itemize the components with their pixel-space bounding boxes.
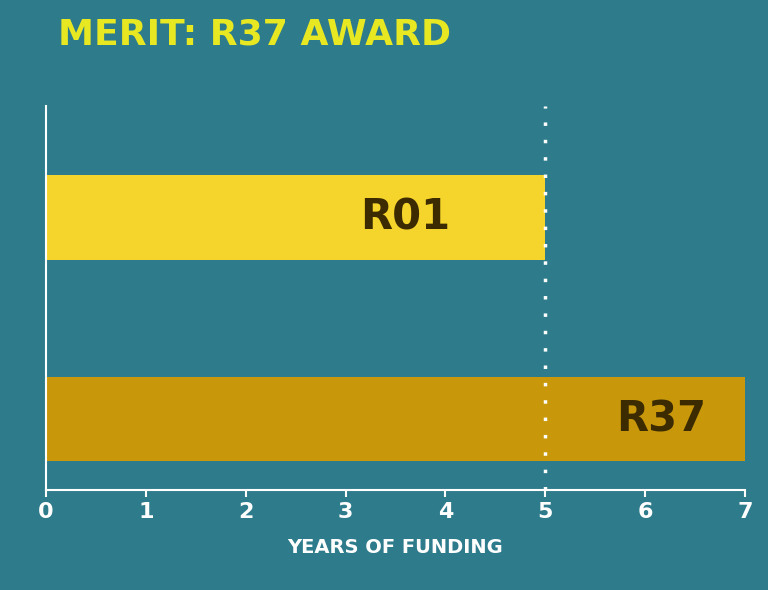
Bar bbox=[46, 175, 545, 260]
Text: MERIT: R37 AWARD: MERIT: R37 AWARD bbox=[58, 18, 451, 52]
Bar bbox=[46, 376, 745, 461]
Text: R01: R01 bbox=[360, 196, 451, 238]
X-axis label: YEARS OF FUNDING: YEARS OF FUNDING bbox=[288, 538, 503, 557]
Text: R37: R37 bbox=[616, 398, 706, 440]
